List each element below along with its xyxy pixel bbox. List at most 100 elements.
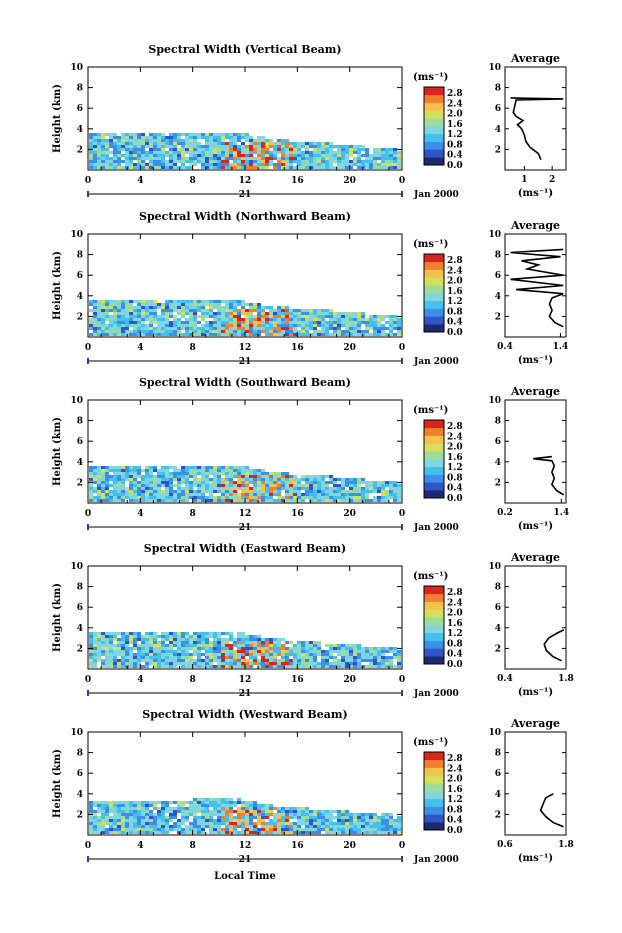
x-tick-label: 4 bbox=[137, 675, 143, 685]
colorbar-segment bbox=[424, 435, 444, 444]
date-label: Jan 2000 bbox=[413, 357, 459, 367]
colorbar-segment bbox=[424, 141, 444, 150]
x-tick-label: 20 bbox=[343, 343, 356, 353]
x-tick-label: 16 bbox=[291, 343, 304, 353]
x-tick-label: 12 bbox=[239, 343, 252, 353]
colorbar-tick-label: 2.4 bbox=[447, 432, 463, 442]
average-frame bbox=[504, 233, 567, 338]
beam-panel: Spectral Width (Northward Beam) 10 8 6 4 2 Hei… bbox=[52, 210, 568, 367]
colorbar-tick-label: 2.0 bbox=[447, 110, 463, 120]
y-tick-label: 6 bbox=[77, 104, 83, 114]
colorbar-segment bbox=[424, 482, 444, 491]
date-label: Jan 2000 bbox=[413, 855, 459, 865]
colorbar-segment bbox=[424, 822, 444, 831]
y-axis-label: Height (km) bbox=[52, 583, 63, 652]
x-tick-label: 20 bbox=[343, 509, 356, 519]
x-axis-label: Local Time bbox=[214, 871, 276, 882]
x-tick-label: 8 bbox=[190, 675, 196, 685]
x-tick-label: 0 bbox=[85, 509, 91, 519]
colorbar-segment bbox=[424, 157, 444, 166]
average-title: Average bbox=[510, 717, 560, 730]
y-tick-label: 4 bbox=[77, 125, 83, 135]
colorbar-frame bbox=[423, 751, 445, 831]
y-tick-label: 4 bbox=[77, 624, 83, 634]
avg-x-tick-label: 0.6 bbox=[497, 840, 513, 850]
average-profile-line bbox=[543, 629, 565, 662]
avg-y-tick-label: 2 bbox=[495, 312, 501, 322]
avg-x-tick-label: 1 bbox=[521, 175, 527, 185]
x-tick-label: 0 bbox=[85, 176, 91, 186]
colorbar-segment bbox=[424, 269, 444, 278]
colorbar-segment bbox=[424, 775, 444, 784]
colorbar-segment bbox=[424, 601, 444, 610]
colorbar-segment bbox=[424, 427, 444, 436]
colorbar-segment bbox=[424, 94, 444, 103]
y-tick-label: 6 bbox=[77, 603, 83, 613]
colorbar-tick-label: 0.0 bbox=[447, 494, 463, 504]
units-label: (ms⁻¹) bbox=[413, 571, 448, 582]
colorbar-segment bbox=[424, 316, 444, 325]
colorbar-segment bbox=[424, 783, 444, 792]
panel-title: Spectral Width (Westward Beam) bbox=[142, 708, 347, 721]
colorbar-tick-label: 1.6 bbox=[447, 619, 463, 629]
y-tick-label: 8 bbox=[77, 417, 83, 427]
avg-x-tick-label: 0.2 bbox=[497, 508, 513, 518]
day-label: 21 bbox=[239, 357, 252, 367]
y-tick-label: 8 bbox=[77, 749, 83, 759]
colorbar-segment bbox=[424, 293, 444, 302]
x-tick-label: 16 bbox=[291, 176, 304, 186]
avg-x-axis-label: (ms⁻¹) bbox=[518, 521, 553, 532]
panel-title: Spectral Width (Northward Beam) bbox=[139, 210, 351, 223]
colorbar-tick-label: 2.0 bbox=[447, 277, 463, 287]
colorbar-tick-label: 2.4 bbox=[447, 99, 463, 109]
colorbar-tick-label: 2.8 bbox=[447, 422, 463, 432]
avg-y-tick-label: 8 bbox=[495, 84, 501, 94]
colorbar-tick-label: 0.4 bbox=[447, 650, 463, 660]
avg-x-tick-label: 1.8 bbox=[558, 840, 574, 850]
x-tick-label: 8 bbox=[190, 841, 196, 851]
avg-y-tick-label: 4 bbox=[495, 624, 501, 634]
colorbar-segment bbox=[424, 648, 444, 657]
x-tick-label: 0 bbox=[399, 176, 405, 186]
heatmap-cells bbox=[89, 632, 401, 668]
units-label: (ms⁻¹) bbox=[413, 72, 448, 83]
average-frame bbox=[504, 731, 567, 836]
avg-y-tick-label: 8 bbox=[495, 251, 501, 261]
y-tick-label: 10 bbox=[70, 562, 83, 572]
avg-y-tick-label: 8 bbox=[495, 583, 501, 593]
colorbar-tick-label: 2.0 bbox=[447, 775, 463, 785]
x-tick-label: 4 bbox=[137, 509, 143, 519]
colorbar-segment bbox=[424, 285, 444, 294]
avg-y-tick-label: 6 bbox=[495, 769, 501, 779]
colorbar-tick-label: 0.8 bbox=[447, 639, 463, 649]
beam-panel: Spectral Width (Eastward Beam) 10 8 6 4 2 Heig… bbox=[52, 542, 574, 699]
y-tick-label: 6 bbox=[77, 769, 83, 779]
colorbar-tick-label: 2.8 bbox=[447, 256, 463, 266]
colorbar-segment bbox=[424, 759, 444, 768]
colorbar-tick-label: 1.2 bbox=[447, 463, 463, 473]
x-tick-label: 12 bbox=[239, 176, 252, 186]
avg-y-tick-label: 6 bbox=[495, 271, 501, 281]
colorbar-segment bbox=[424, 490, 444, 499]
y-axis-label: Height (km) bbox=[52, 417, 63, 486]
x-tick-label: 8 bbox=[190, 509, 196, 519]
date-label: Jan 2000 bbox=[413, 523, 459, 533]
x-tick-label: 0 bbox=[399, 675, 405, 685]
colorbar-segment bbox=[424, 767, 444, 776]
colorbar-segment bbox=[424, 656, 444, 665]
avg-y-tick-label: 10 bbox=[488, 63, 501, 73]
avg-x-axis-label: (ms⁻¹) bbox=[518, 853, 553, 864]
avg-y-tick-label: 10 bbox=[488, 562, 501, 572]
colorbar-segment bbox=[424, 625, 444, 634]
x-tick-label: 8 bbox=[190, 176, 196, 186]
average-frame bbox=[504, 399, 567, 504]
colorbar-segment bbox=[424, 752, 444, 761]
avg-x-axis-label: (ms⁻¹) bbox=[518, 188, 553, 199]
colorbar-tick-label: 2.8 bbox=[447, 89, 463, 99]
colorbar-tick-label: 0.4 bbox=[447, 816, 463, 826]
avg-x-tick-label: 1.8 bbox=[558, 674, 574, 684]
y-tick-label: 4 bbox=[77, 292, 83, 302]
colorbar-tick-label: 0.8 bbox=[447, 140, 463, 150]
colorbar-tick-label: 0.0 bbox=[447, 826, 463, 836]
colorbar-tick-label: 0.4 bbox=[447, 318, 463, 328]
